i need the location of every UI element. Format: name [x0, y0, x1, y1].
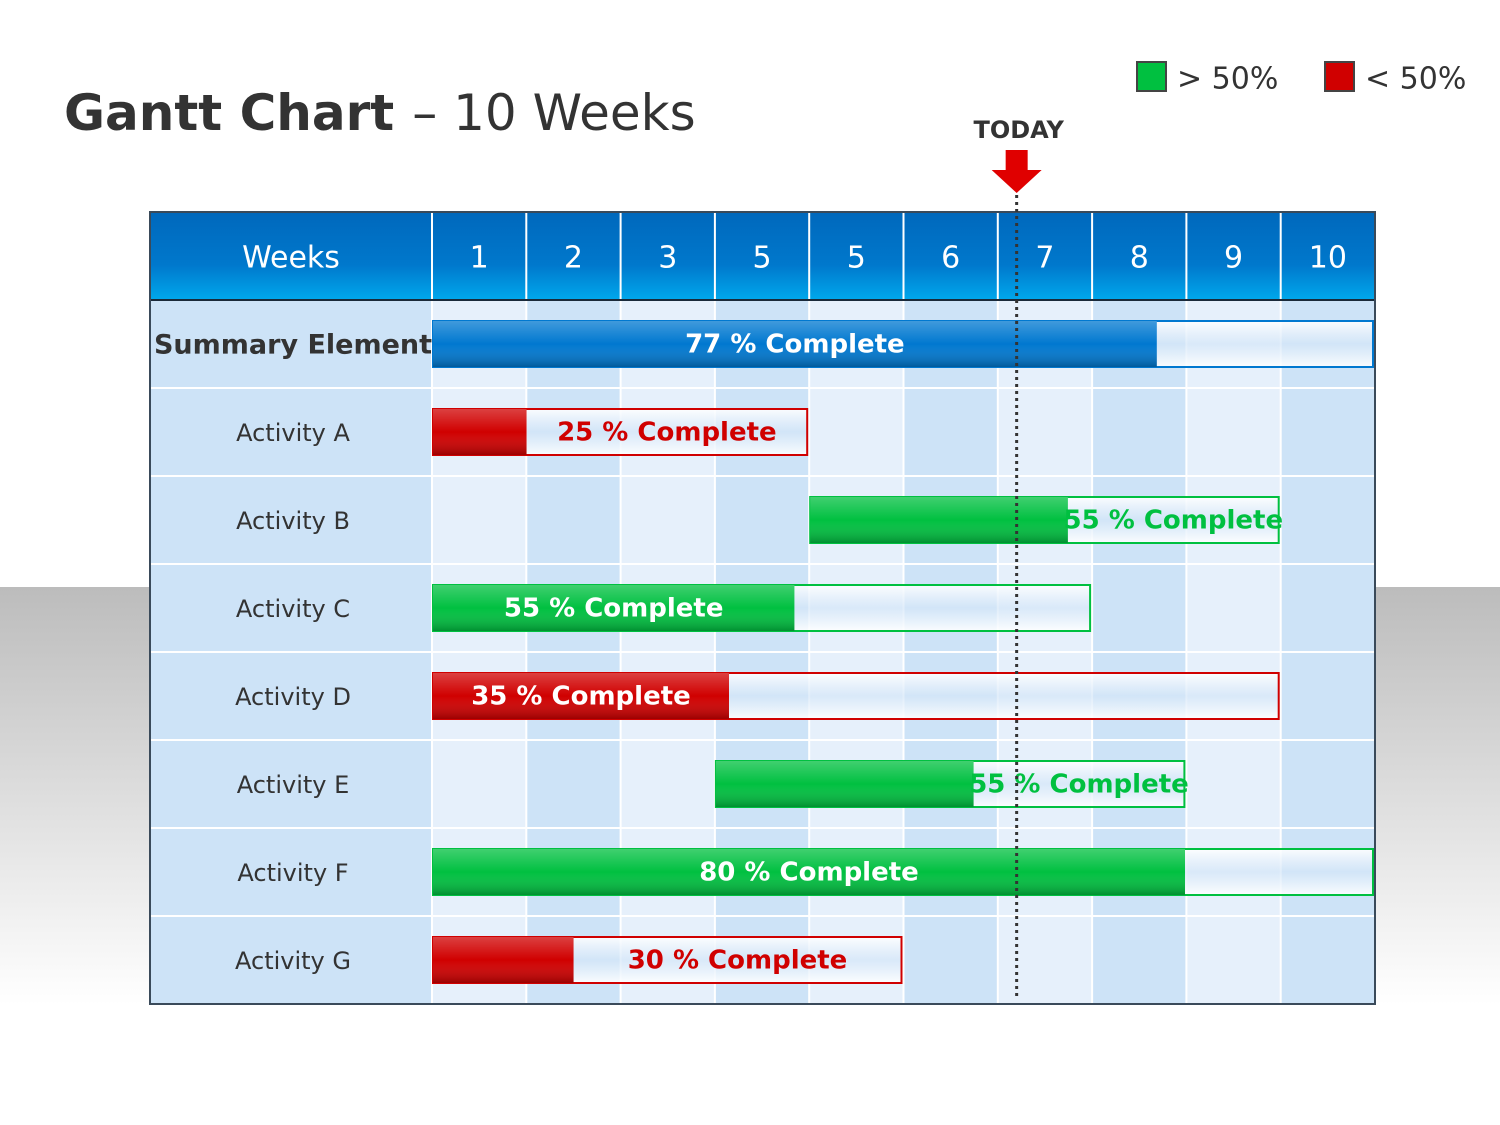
week-label: 7: [1035, 241, 1054, 276]
bar-shine: [433, 937, 574, 983]
week-label: 9: [1224, 241, 1243, 276]
title-sub: – 10 Weeks: [412, 84, 695, 142]
bar-shine: [433, 673, 729, 719]
task-label: Activity B: [236, 507, 350, 535]
title: Gantt Chart – 10 Weeks: [64, 84, 696, 142]
week-label: 10: [1309, 241, 1347, 276]
task-label: Activity C: [236, 595, 350, 623]
bar-label: 25 % Complete: [557, 418, 777, 448]
legend-label: < 50%: [1365, 62, 1466, 97]
week-label: 6: [941, 241, 960, 276]
task-label: Activity E: [237, 771, 350, 799]
bar-label: 80 % Complete: [699, 858, 919, 888]
bar-shine: [433, 409, 527, 455]
table-border: [149, 211, 1376, 1005]
column-header: Weeks: [242, 241, 340, 276]
week-label: 3: [658, 241, 677, 276]
today-arrow: [991, 150, 1042, 193]
bar-label: 77 % Complete: [685, 330, 905, 360]
task-label: Activity G: [235, 947, 351, 975]
legend-swatch: [1136, 61, 1167, 92]
task-label: Activity A: [236, 419, 350, 447]
today-label: TODAY: [973, 116, 1064, 144]
week-label: 8: [1130, 241, 1149, 276]
bar-shine: [433, 321, 1157, 367]
title-main: Gantt Chart: [64, 84, 394, 142]
legend-swatch: [1324, 61, 1355, 92]
bar-label: 55 % Complete: [969, 770, 1189, 800]
bar-shine: [433, 849, 1185, 895]
legend-label: > 50%: [1177, 62, 1278, 97]
task-label: Activity F: [237, 859, 348, 887]
bar-label: 55 % Complete: [504, 594, 724, 624]
bar-shine: [433, 585, 795, 631]
bar-shine: [810, 497, 1068, 543]
header: [150, 212, 1375, 300]
task-label: Summary Element: [154, 330, 432, 361]
week-label: 5: [753, 241, 772, 276]
bar-label: 55 % Complete: [1063, 506, 1283, 536]
week-label: 2: [564, 241, 583, 276]
bar-label: 35 % Complete: [471, 682, 691, 712]
week-label: 5: [847, 241, 866, 276]
week-label: 1: [470, 241, 489, 276]
bar-label: 30 % Complete: [628, 946, 848, 976]
task-label: Activity D: [235, 683, 351, 711]
bar-shine: [715, 761, 974, 807]
